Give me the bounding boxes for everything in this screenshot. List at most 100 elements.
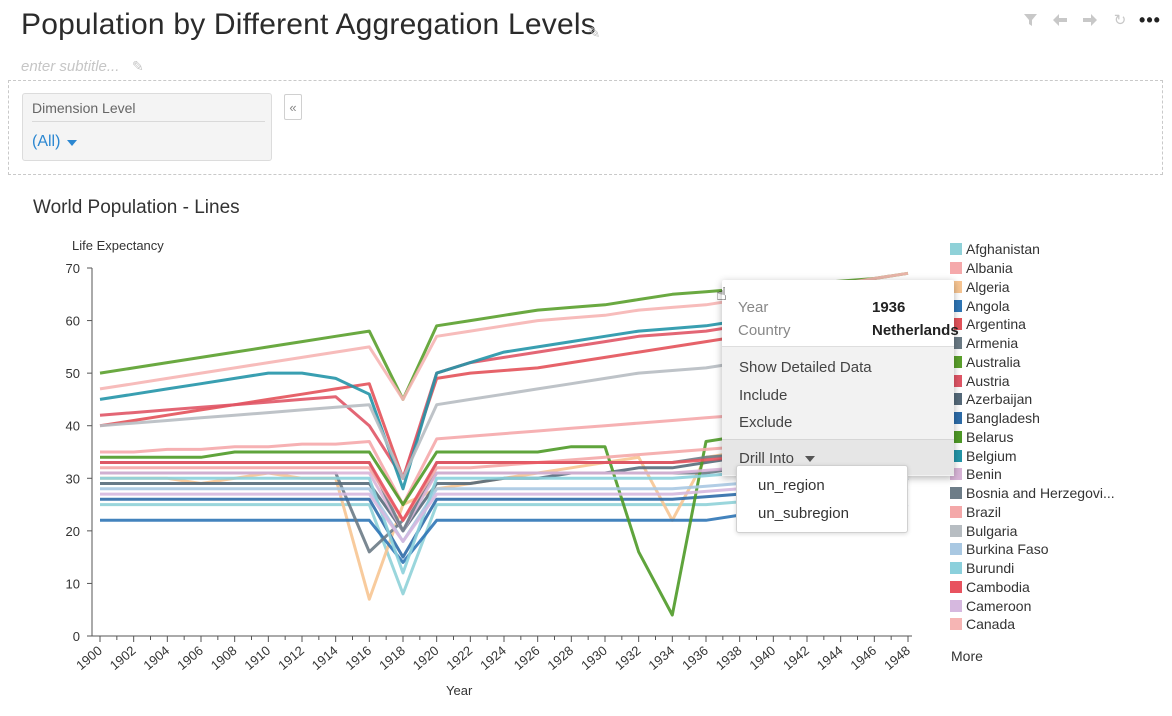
legend-item[interactable]: Australia: [950, 353, 1150, 372]
legend-swatch: [950, 505, 962, 518]
legend-item[interactable]: Cambodia: [950, 578, 1150, 597]
data-point-context-menu: Year 1936 Country Netherlands Show Detai…: [722, 280, 959, 476]
toolbar: ↻ •••: [1022, 9, 1161, 30]
popup-year-value: 1936: [872, 299, 906, 316]
legend-item[interactable]: Albania: [950, 259, 1150, 278]
legend-item[interactable]: Belarus: [950, 428, 1150, 447]
dimension-level-filter[interactable]: Dimension Level (All): [22, 93, 272, 161]
collapse-filters-button[interactable]: «: [284, 94, 302, 120]
y-axis-label: Life Expectancy: [72, 238, 164, 253]
filter-divider: [32, 121, 265, 122]
legend-label: Austria: [966, 372, 1010, 389]
legend-item[interactable]: Argentina: [950, 315, 1150, 334]
popup-country-label: Country: [738, 322, 791, 339]
subtitle-input[interactable]: enter subtitle...: [21, 58, 120, 75]
legend-item[interactable]: Algeria: [950, 278, 1150, 297]
legend-swatch: [950, 580, 962, 593]
legend-item[interactable]: Belgium: [950, 446, 1150, 465]
drill-into-label: Drill Into: [739, 450, 795, 467]
hand-cursor-icon: ☝: [716, 284, 727, 304]
legend-swatch: [950, 599, 962, 612]
y-tick-label: 70: [66, 261, 80, 276]
legend-label: Argentina: [966, 316, 1026, 333]
legend-item[interactable]: Canada: [950, 615, 1150, 634]
y-tick-label: 20: [66, 524, 80, 539]
filter-area: [8, 80, 1163, 175]
x-tick-label: 1932: [612, 643, 644, 673]
x-tick-label: 1922: [443, 643, 475, 673]
include-menu-item[interactable]: Include: [739, 387, 788, 404]
legend-swatch: [950, 262, 962, 275]
x-tick-label: 1908: [208, 643, 240, 673]
back-arrow-icon[interactable]: [1052, 10, 1068, 30]
filter-icon[interactable]: [1022, 10, 1038, 30]
x-tick-label: 1906: [174, 643, 206, 673]
x-tick-label: 1926: [511, 643, 543, 673]
x-tick-label: 1948: [881, 643, 913, 673]
popup-country-row: Country Netherlands: [738, 322, 959, 339]
y-tick-label: 0: [73, 629, 80, 644]
legend-label: Azerbaijan: [966, 391, 1033, 408]
x-tick-label: 1914: [309, 643, 341, 673]
filter-label: Dimension Level: [32, 100, 136, 116]
forward-arrow-icon[interactable]: [1082, 10, 1098, 30]
legend-label: Burkina Faso: [966, 541, 1049, 558]
drill-into-submenu: un_region un_subregion: [736, 465, 908, 533]
legend-label: Bosnia and Herzegovi...: [966, 485, 1115, 502]
legend-item[interactable]: Benin: [950, 465, 1150, 484]
legend-item[interactable]: Bosnia and Herzegovi...: [950, 484, 1150, 503]
more-options-icon[interactable]: •••: [1139, 9, 1161, 30]
x-tick-label: 1944: [814, 643, 846, 673]
y-tick-label: 60: [66, 314, 80, 329]
legend-swatch: [950, 543, 962, 556]
chart-legend: Afghanistan Albania Algeria Angola Argentina…: [950, 240, 1150, 634]
legend-item[interactable]: Burundi: [950, 559, 1150, 578]
exclude-menu-item[interactable]: Exclude: [739, 414, 793, 431]
filter-dropdown-value[interactable]: (All): [32, 133, 61, 150]
drill-option-un-subregion[interactable]: un_subregion: [758, 505, 849, 522]
legend-label: Bangladesh: [966, 410, 1040, 427]
x-tick-label: 1938: [713, 643, 745, 673]
chart-title: World Population - Lines: [33, 197, 240, 218]
legend-item[interactable]: Afghanistan: [950, 240, 1150, 259]
y-tick-label: 30: [66, 471, 80, 486]
edit-subtitle-pencil-icon[interactable]: ✎: [132, 58, 144, 74]
x-tick-label: 1930: [578, 643, 610, 673]
legend-more-link[interactable]: More: [951, 648, 983, 664]
caret-down-icon: [805, 456, 815, 462]
drill-option-un-region[interactable]: un_region: [758, 477, 825, 494]
y-tick-label: 50: [66, 366, 80, 381]
legend-item[interactable]: Azerbaijan: [950, 390, 1150, 409]
x-tick-label: 1904: [140, 643, 172, 673]
legend-swatch: [950, 562, 962, 575]
legend-item[interactable]: Angola: [950, 296, 1150, 315]
show-detailed-data-menu-item[interactable]: Show Detailed Data: [739, 359, 872, 376]
legend-item[interactable]: Armenia: [950, 334, 1150, 353]
legend-label: Bulgaria: [966, 522, 1018, 539]
x-tick-label: 1946: [847, 643, 879, 673]
caret-down-icon[interactable]: [67, 140, 77, 146]
y-tick-label: 40: [66, 419, 80, 434]
popup-year-row: Year 1936: [738, 299, 905, 316]
legend-label: Belgium: [966, 447, 1017, 464]
legend-item[interactable]: Bangladesh: [950, 409, 1150, 428]
x-tick-label: 1936: [679, 643, 711, 673]
legend-swatch: [950, 243, 962, 256]
legend-item[interactable]: Cameroon: [950, 596, 1150, 615]
legend-item[interactable]: Brazil: [950, 503, 1150, 522]
x-tick-label: 1940: [746, 643, 778, 673]
refresh-icon[interactable]: ↻: [1113, 12, 1127, 29]
x-tick-label: 1912: [275, 643, 307, 673]
x-axis-label: Year: [446, 683, 473, 698]
popup-actions: Show Detailed Data Include Exclude Drill…: [722, 346, 954, 476]
legend-swatch: [950, 524, 962, 537]
edit-title-pencil-icon[interactable]: ✎: [588, 25, 601, 42]
x-tick-label: 1900: [73, 643, 105, 673]
legend-item[interactable]: Bulgaria: [950, 521, 1150, 540]
legend-item[interactable]: Burkina Faso: [950, 540, 1150, 559]
x-tick-label: 1942: [780, 643, 812, 673]
legend-item[interactable]: Austria: [950, 371, 1150, 390]
legend-label: Benin: [966, 466, 1002, 483]
legend-label: Algeria: [966, 278, 1010, 295]
x-tick-label: 1910: [241, 643, 273, 673]
